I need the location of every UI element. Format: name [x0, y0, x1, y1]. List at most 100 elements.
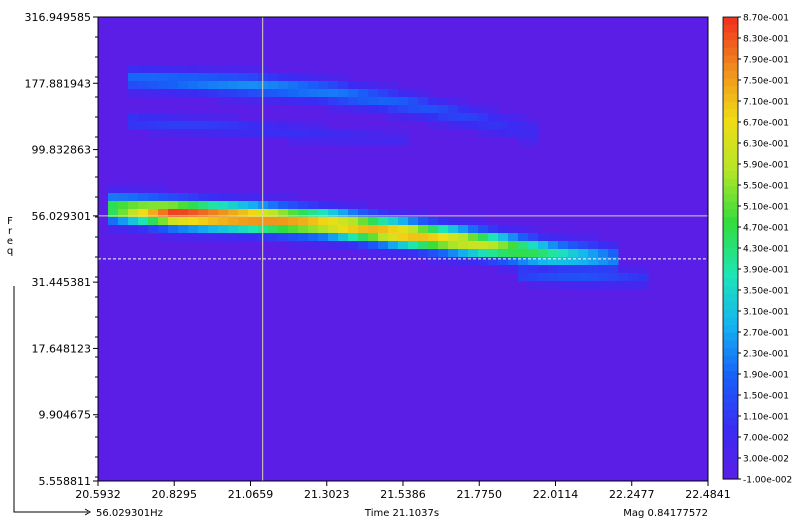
- heatmap-cell: [148, 201, 159, 210]
- heatmap-cell: [198, 193, 209, 202]
- colorbar-segment: [723, 394, 738, 403]
- colorbar-label: -1.00e-002: [743, 476, 792, 486]
- heatmap-cell: [358, 217, 369, 226]
- heatmap-cell: [498, 249, 509, 258]
- heatmap-cell: [118, 225, 129, 234]
- colorbar-segment: [723, 440, 738, 449]
- heatmap-cell: [138, 217, 149, 226]
- heatmap-cell: [378, 249, 389, 258]
- heatmap-cell: [218, 201, 229, 210]
- heatmap-cell: [328, 233, 339, 242]
- heatmap-cell: [378, 89, 389, 98]
- heatmap-cell: [358, 105, 369, 114]
- heatmap-cell: [128, 113, 139, 122]
- heatmap-cell: [368, 105, 379, 114]
- heatmap-cell: [458, 113, 469, 122]
- heatmap-cell: [148, 217, 159, 226]
- heatmap-cell: [388, 137, 399, 146]
- heatmap-cell: [468, 217, 479, 226]
- heatmap-cell: [518, 241, 529, 250]
- colorbar-segment: [723, 371, 738, 380]
- heatmap-cell: [558, 241, 569, 250]
- x-tick-label: 22.2477: [609, 488, 655, 501]
- heatmap-cell: [198, 113, 209, 122]
- heatmap-cell: [228, 97, 239, 106]
- heatmap-cell: [238, 193, 249, 202]
- heatmap-cell: [188, 65, 199, 74]
- heatmap-cell: [368, 81, 379, 90]
- heatmap-cell: [508, 233, 519, 242]
- heatmap-cell: [358, 129, 369, 138]
- heatmap-cell: [208, 209, 219, 218]
- heatmap-cell: [128, 89, 139, 98]
- heatmap-cell: [468, 249, 479, 258]
- heatmap-cell: [408, 113, 419, 122]
- heatmap-cell: [278, 121, 289, 130]
- heatmap-cell: [148, 129, 159, 138]
- heatmap-cell: [138, 185, 149, 194]
- heatmap-cell: [198, 201, 209, 210]
- heatmap-cell: [228, 65, 239, 74]
- heatmap-cell: [358, 81, 369, 90]
- heatmap-cell: [408, 209, 419, 218]
- heatmap-cell: [398, 129, 409, 138]
- heatmap-cell: [118, 217, 129, 226]
- heatmap-cell: [608, 249, 619, 258]
- heatmap-cell: [248, 73, 259, 82]
- colorbar-segment: [723, 124, 738, 134]
- colorbar-segment: [723, 425, 738, 434]
- heatmap-cell: [478, 225, 489, 234]
- heatmap-cell: [228, 209, 239, 218]
- heatmap-cell: [268, 81, 279, 90]
- heatmap-cell: [398, 89, 409, 98]
- heatmap-cell: [258, 121, 269, 130]
- heatmap-cell: [128, 185, 139, 194]
- plot-overlay[interactable]: [98, 17, 708, 481]
- heatmap-cell: [188, 217, 199, 226]
- colorbar-label: 2.70e-001: [743, 329, 789, 339]
- heatmap-cell: [398, 137, 409, 146]
- heatmap-cell: [548, 233, 559, 242]
- heatmap-cell: [218, 113, 229, 122]
- heatmap-cell: [458, 241, 469, 250]
- heatmap-cell: [338, 81, 349, 90]
- colorbar-segment: [723, 402, 738, 411]
- heatmap-cell: [338, 73, 349, 82]
- heatmap-cell: [298, 241, 309, 250]
- heatmap-cell: [388, 241, 399, 250]
- heatmap-cell: [588, 249, 599, 258]
- heatmap-cell: [518, 137, 529, 146]
- heatmap-cell: [568, 233, 579, 242]
- heatmap-cell: [288, 89, 299, 98]
- heatmap-cell: [258, 217, 269, 226]
- heatmap-cell: [238, 129, 249, 138]
- heatmap-cell: [278, 193, 289, 202]
- heatmap-cell: [328, 241, 339, 250]
- heatmap-cell: [248, 209, 259, 218]
- colorbar-segment: [723, 448, 738, 457]
- colorbar-segment: [723, 255, 738, 264]
- heatmap-cell: [318, 121, 329, 130]
- heatmap-cell: [358, 241, 369, 250]
- heatmap-cell: [418, 233, 429, 242]
- colorbar-segment: [723, 40, 738, 49]
- colorbar-segment: [723, 409, 738, 418]
- heatmap-cell: [278, 129, 289, 138]
- heatmap-cell: [318, 97, 329, 106]
- colorbar-segment: [723, 309, 738, 318]
- heatmap-cell: [238, 89, 249, 98]
- heatmap-cell: [588, 281, 599, 290]
- heatmap-cell: [418, 217, 429, 226]
- heatmap-cell: [398, 217, 409, 226]
- colorbar-segment: [723, 455, 738, 465]
- heatmap-cell: [348, 81, 359, 90]
- heatmap-cell: [268, 233, 279, 242]
- colorbar-segment: [723, 94, 738, 103]
- heatmap-cell: [258, 225, 269, 234]
- heatmap-cell: [328, 225, 339, 234]
- readouts: 56.029301Hz Time 21.1037s Mag 0.84177572: [13, 286, 708, 519]
- heatmap-cell: [408, 241, 419, 250]
- heatmap-cell: [158, 121, 169, 130]
- heatmap-cell: [208, 225, 219, 234]
